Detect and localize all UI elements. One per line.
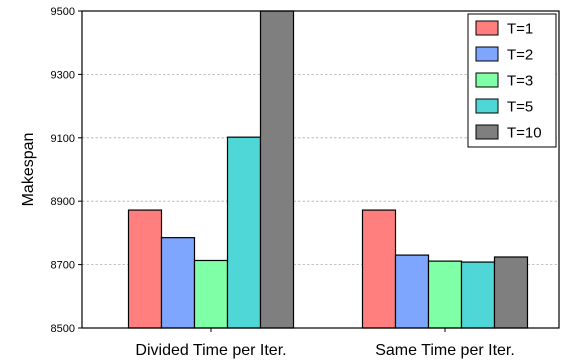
y-tick-label: 8700	[51, 260, 75, 272]
y-ticks: 8500 8700 8900 9100 9300 9500	[51, 6, 82, 335]
y-tick-label: 9500	[51, 6, 75, 18]
legend-swatch	[475, 124, 499, 140]
y-tick-label: 8500	[51, 323, 75, 335]
x-category-label: Same Time per Iter.	[375, 342, 515, 359]
legend-label: T=10	[507, 125, 542, 142]
bar-T3-2	[427, 260, 463, 329]
x-category-label: Divided Time per Iter.	[135, 342, 286, 359]
legend-swatch	[475, 20, 499, 36]
plot-frame	[81, 10, 560, 329]
y-tick-label: 8900	[51, 196, 75, 208]
legend-label: T=1	[507, 21, 533, 38]
bar-T10-2	[493, 256, 529, 329]
legend-swatch	[475, 46, 499, 62]
bar-T1-2	[361, 209, 397, 329]
bar-T2-2	[394, 254, 430, 329]
bar-T5-2	[460, 261, 496, 329]
legend-swatch	[475, 72, 499, 88]
y-axis-label: Makespan	[20, 133, 37, 207]
legend-label: T=3	[507, 73, 533, 90]
bar-T2-1	[160, 237, 196, 329]
bar-T3-1	[193, 259, 229, 329]
bar-T5-1	[226, 136, 262, 329]
legend-swatch	[475, 98, 499, 114]
bars	[127, 10, 529, 329]
legend-label: T=5	[507, 99, 533, 116]
legend: T=1 T=2 T=3 T=5 T=10	[467, 13, 557, 148]
legend-label: T=2	[507, 47, 533, 64]
y-tick-label: 9300	[51, 69, 75, 81]
bar-T1-1	[127, 209, 163, 329]
bar-T10-1	[259, 10, 295, 329]
x-category-labels: Divided Time per Iter. Same Time per Iter…	[135, 328, 515, 359]
y-tick-label: 9100	[51, 133, 75, 145]
